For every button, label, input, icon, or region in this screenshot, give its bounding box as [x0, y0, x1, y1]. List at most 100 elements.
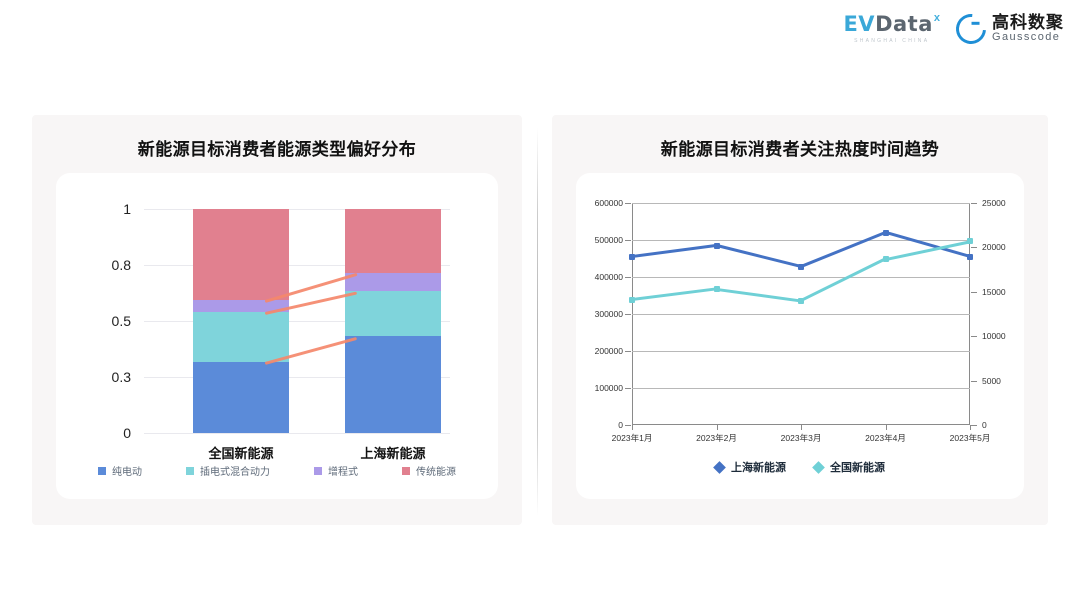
line-point-全国新能源[interactable]	[882, 255, 889, 262]
line-x-tick	[632, 425, 633, 430]
line-point-上海新能源[interactable]	[629, 253, 635, 260]
line-x-tick	[716, 425, 718, 430]
line-right-tick	[971, 247, 977, 249]
line-gridline	[632, 314, 970, 315]
line-right-tick	[971, 203, 977, 204]
line-right-tick-label: 0	[982, 420, 987, 430]
line-x-tick	[801, 425, 802, 430]
logo-group: EV Data x SHANGHAI CHINA 高科数聚 Gausscode	[843, 7, 1064, 51]
line-point-上海新能源[interactable]	[798, 263, 804, 270]
bar-column-2[interactable]	[345, 209, 441, 433]
evdata-logo-data: Data	[875, 12, 933, 36]
line-legend-marker-全国新能源	[812, 460, 825, 474]
line-point-全国新能源[interactable]	[967, 238, 973, 245]
line-left-tick-label: 300000	[594, 309, 623, 319]
page-title-left: 新能源目标消费者能源类型偏好分布	[137, 140, 417, 159]
bar-y-tick-label: 1	[123, 201, 131, 217]
line-point-全国新能源[interactable]	[798, 297, 804, 304]
bar-gridline	[144, 209, 450, 210]
bar-category-label-2: 上海新能源	[360, 446, 426, 461]
line-right-tick-label: 15000	[982, 286, 1006, 297]
gausscode-logo-en: Gausscode	[992, 31, 1061, 44]
line-left-tick-label: 500000	[594, 235, 623, 245]
line-axis-bottom	[632, 424, 970, 425]
bar-legend-item-传统能源[interactable]: 传统能源	[402, 463, 456, 478]
line-right-tick-label: 10000	[982, 331, 1006, 342]
bar-legend-label: 纯电动	[112, 467, 142, 478]
line-gridline	[632, 277, 970, 278]
line-left-tick-label: 400000	[594, 272, 623, 282]
bar-legend-item-增程式[interactable]: 增程式	[314, 463, 358, 478]
line-x-tick-label: 2023年3月	[780, 433, 822, 443]
line-point-全国新能源[interactable]	[713, 286, 720, 293]
bar-chart-legend: 纯电动 插电式混合动力 增程式 传统能源	[56, 463, 498, 478]
line-x-tick	[970, 425, 971, 430]
line-gridline	[632, 240, 970, 241]
bar-legend-item-插电式混合动力[interactable]: 插电式混合动力	[186, 463, 270, 478]
line-x-tick	[885, 425, 887, 430]
bar-category-label-1: 全国新能源	[208, 446, 274, 461]
line-segment-全国新能源	[800, 257, 887, 302]
line-point-上海新能源[interactable]	[713, 242, 720, 249]
bar-legend-swatch-纯电动	[98, 466, 106, 475]
evdata-logo-x-mark: x	[933, 12, 940, 24]
bar-legend-label: 传统能源	[416, 467, 456, 478]
bar-legend-swatch-插电式混合动力	[186, 466, 194, 475]
bar-gridline	[144, 265, 450, 266]
bar-legend-item-纯电动[interactable]: 纯电动	[98, 463, 142, 478]
bar-y-tick-label: 0	[123, 425, 131, 441]
evdata-logo-ev: EV	[843, 12, 876, 36]
line-right-tick	[971, 336, 977, 338]
bar-y-tick-label: 0.3	[111, 369, 131, 385]
bar-gridline	[144, 433, 450, 434]
bar-segment-纯电动[interactable]	[193, 361, 289, 433]
line-chart-legend: 上海新能源 全国新能源	[576, 459, 1024, 475]
line-left-tick	[625, 351, 631, 352]
evdata-logo: EV Data x SHANGHAI CHINA	[843, 12, 940, 44]
bar-legend-swatch-传统能源	[402, 466, 410, 475]
line-segment-全国新能源	[716, 287, 802, 302]
bar-segment-传统能源[interactable]	[345, 209, 441, 273]
line-point-上海新能源[interactable]	[882, 229, 889, 236]
page-title-right: 新能源目标消费者关注热度时间趋势	[660, 140, 940, 159]
page-header: EV Data x SHANGHAI CHINA 高科数聚 Gausscode	[0, 0, 1080, 62]
line-x-tick-label: 2023年2月	[696, 433, 737, 443]
line-right-tick	[971, 291, 977, 293]
panel-attention-trend: 新能源目标消费者关注热度时间趋势 0 100000 200000 300000 4000…	[552, 115, 1048, 525]
evdata-logo-subtitle: SHANGHAI CHINA	[854, 38, 930, 44]
line-left-tick	[625, 314, 631, 315]
bar-segment-插电式混合动力[interactable]	[345, 291, 441, 337]
chart-card-bar: 0 0.3 0.5 0.8 1 全国新能源 上海新能源 纯电动 插电式混合动力 增程式 传统能源	[56, 173, 498, 499]
line-x-tick-label: 2023年1月	[611, 433, 653, 443]
line-left-tick	[625, 203, 631, 204]
line-x-tick-label: 2023年5月	[949, 433, 991, 443]
line-segment-全国新能源	[631, 287, 717, 302]
line-point-全国新能源[interactable]	[629, 296, 635, 303]
line-legend-item-上海新能源[interactable]: 上海新能源	[713, 459, 786, 475]
bar-segment-插电式混合动力[interactable]	[193, 311, 289, 362]
line-gridline	[632, 351, 970, 352]
bar-segment-纯电动[interactable]	[345, 336, 441, 433]
line-right-tick-label: 20000	[982, 242, 1006, 253]
bar-segment-传统能源[interactable]	[193, 209, 289, 301]
line-legend-item-全国新能源[interactable]: 全国新能源	[812, 459, 885, 475]
line-gridline	[632, 203, 970, 204]
bar-y-tick-label: 0.5	[111, 313, 131, 329]
line-left-tick	[625, 388, 631, 389]
line-right-tick	[971, 380, 977, 382]
line-left-tick	[625, 277, 631, 278]
panel-energy-preference: 新能源目标消费者能源类型偏好分布 0 0.3 0.5 0.8 1 全国新能源 上海新能源 纯…	[32, 115, 522, 525]
bar-column-1[interactable]	[193, 209, 289, 433]
line-left-tick-label: 600000	[594, 198, 623, 208]
bar-segment-增程式[interactable]	[193, 300, 289, 312]
bar-legend-label: 增程式	[328, 467, 358, 478]
line-point-上海新能源[interactable]	[967, 253, 973, 260]
chart-card-line: 0 100000 200000 300000 400000 500000 600000 0 50…	[576, 173, 1024, 499]
bar-y-tick-label: 0.8	[111, 257, 131, 273]
line-chart-plot: 0 100000 200000 300000 400000 500000 600000 0 50…	[595, 198, 1006, 443]
bar-gridline	[144, 321, 450, 322]
line-segment-上海新能源	[631, 244, 717, 258]
bar-segment-增程式[interactable]	[345, 272, 441, 292]
line-left-tick-label: 200000	[594, 346, 623, 356]
line-right-tick	[971, 425, 977, 426]
